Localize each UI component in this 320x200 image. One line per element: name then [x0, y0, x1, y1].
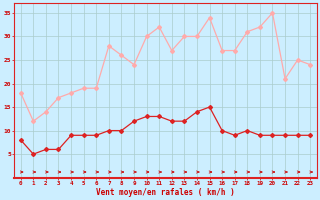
X-axis label: Vent moyen/en rafales ( km/h ): Vent moyen/en rafales ( km/h ): [96, 188, 235, 197]
